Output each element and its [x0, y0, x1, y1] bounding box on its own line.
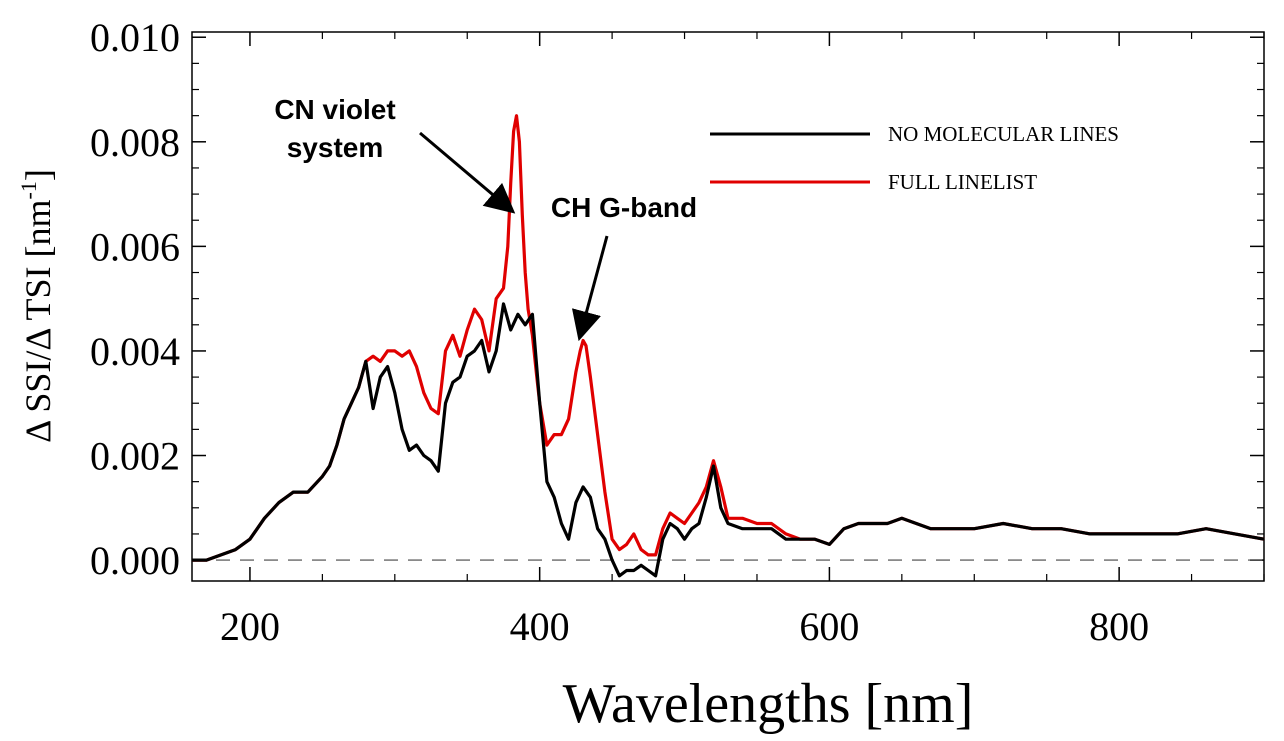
annotation-cn-arrow: [419, 131, 516, 214]
axis-tick-labels: 200 400 600 800 0.000 0.002 0.004 0.006 0.008 0.0…: [90, 15, 1149, 649]
y-tick-label: 0.010: [90, 15, 180, 60]
series-no-molecular-lines: [192, 302, 1265, 578]
series-lines: [192, 114, 1265, 578]
y-tick-label: 0.008: [90, 120, 180, 165]
x-tick-label: 400: [510, 604, 570, 649]
y-tick-label: 0.004: [90, 329, 180, 374]
y-axis-label-superscript: -1: [16, 181, 41, 199]
annotation-cn-violet-line2: system: [287, 132, 384, 163]
legend-label-no-molecular: NO MOLECULAR LINES: [888, 122, 1119, 146]
x-axis-label: Wavelengths [nm]: [563, 673, 974, 735]
x-tick-label: 200: [220, 604, 280, 649]
annotation-ch-arrow: [571, 235, 609, 342]
legend: NO MOLECULAR LINES FULL LINELIST: [710, 122, 1119, 194]
y-axis-label-end: ]: [18, 169, 58, 181]
plot-frame: [191, 31, 1265, 582]
x-tick-label: 600: [799, 604, 859, 649]
annotation-cn-violet-line1: CN violet: [274, 94, 395, 125]
y-tick-label: 0.006: [90, 224, 180, 269]
y-tick-label: 0.002: [90, 434, 180, 479]
y-axis-label: Δ SSI/Δ TSI [nm-1]: [16, 169, 58, 443]
axis-ticks: [192, 32, 1265, 581]
legend-label-full-linelist: FULL LINELIST: [888, 170, 1037, 194]
annotation-ch-gband: CH G-band: [551, 192, 697, 223]
x-tick-label: 800: [1089, 604, 1149, 649]
y-tick-label: 0.000: [90, 538, 180, 583]
